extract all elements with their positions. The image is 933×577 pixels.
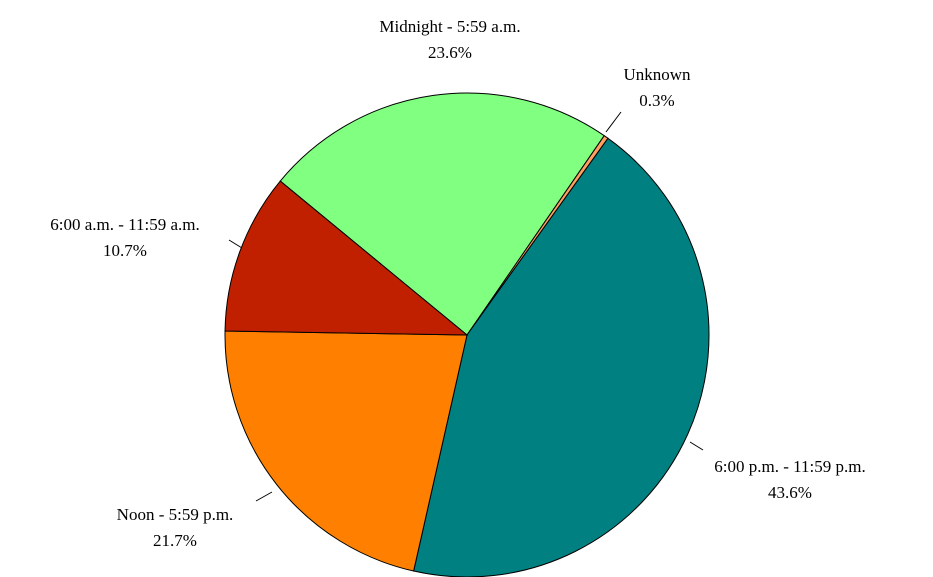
slice-label: Midnight - 5:59 a.m. (379, 17, 520, 36)
value-label: 10.7% (103, 241, 147, 260)
slice (224, 330, 468, 572)
slice-label: Noon - 5:59 p.m. (117, 505, 234, 524)
leader-line (605, 111, 622, 133)
slice-label: 6:00 p.m. - 11:59 p.m. (714, 457, 865, 476)
value-label: 0.3% (639, 91, 674, 110)
leader-line (255, 491, 273, 502)
leader-line (228, 239, 243, 249)
value-label: 21.7% (153, 531, 197, 550)
slice-label: Unknown (623, 65, 691, 84)
slice (413, 137, 710, 577)
value-label: 43.6% (768, 483, 812, 502)
slice (224, 180, 469, 336)
value-label: 23.6% (428, 43, 472, 62)
slice-label: 6:00 a.m. - 11:59 a.m. (50, 215, 200, 234)
leader-line (689, 441, 704, 451)
slice (279, 92, 605, 336)
